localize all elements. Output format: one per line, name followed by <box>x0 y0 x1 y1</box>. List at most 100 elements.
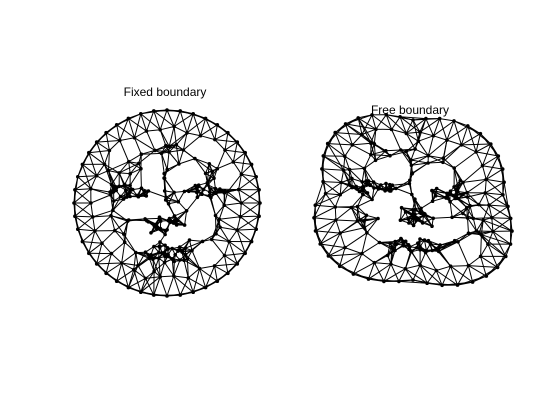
mesh-edge <box>88 242 103 254</box>
mesh-edge <box>475 133 481 153</box>
mesh-edge <box>223 204 241 218</box>
mesh-edge <box>110 194 114 211</box>
mesh-edge <box>186 259 189 278</box>
mesh-vertex <box>361 192 365 197</box>
mesh-edge <box>442 161 455 169</box>
mesh-vertex <box>360 132 364 137</box>
mesh-edge <box>241 164 252 175</box>
mesh-edge <box>462 165 483 183</box>
mesh-edge <box>135 252 139 266</box>
mesh-vertex <box>165 108 169 112</box>
mesh-edge <box>487 243 499 268</box>
mesh-edge <box>236 229 252 242</box>
mesh-edge <box>510 231 513 245</box>
mesh-edge <box>405 140 419 152</box>
mesh-edge <box>121 252 137 264</box>
mesh-vertex <box>191 112 195 116</box>
mesh-edge <box>140 113 161 131</box>
mesh-edge <box>314 193 326 206</box>
mesh-edge <box>173 275 181 296</box>
mesh-edge <box>480 255 498 268</box>
fixed-boundary-title: Fixed boundary <box>123 85 207 99</box>
mesh-vertex <box>510 229 514 233</box>
mesh-vertex <box>142 189 147 194</box>
mesh-edge <box>439 118 448 141</box>
mesh-vertex <box>377 240 382 245</box>
mesh-edge <box>211 239 225 256</box>
mesh-edge <box>449 201 464 214</box>
mesh-edge <box>121 262 135 271</box>
mesh-vertex <box>118 194 123 199</box>
mesh-edge <box>184 185 196 192</box>
mesh-edge <box>313 217 336 221</box>
mesh-edge <box>357 206 367 216</box>
mesh-vertex <box>173 252 177 257</box>
mesh-edge <box>105 132 121 141</box>
mesh-edge <box>88 152 105 165</box>
mesh-vertex <box>226 271 230 276</box>
mesh-edge <box>325 193 341 196</box>
mesh-edge <box>467 217 477 232</box>
mesh-edge <box>411 162 429 175</box>
mesh-edge <box>184 190 197 193</box>
mesh-edge <box>183 260 189 279</box>
mesh-vertex <box>72 201 76 205</box>
mesh-edge <box>370 150 386 156</box>
mesh-edge <box>492 231 507 257</box>
mesh-vertex <box>139 112 143 116</box>
mesh-vertex <box>166 247 170 251</box>
mesh-vertex <box>128 183 132 188</box>
mesh-edge <box>417 242 426 253</box>
mesh-edge <box>325 182 342 195</box>
mesh-edge <box>487 231 494 245</box>
mesh-edge <box>366 214 379 219</box>
mesh-edge <box>239 202 242 217</box>
mesh-edge <box>425 252 437 271</box>
mesh-edge <box>90 188 111 196</box>
mesh-edge <box>127 118 135 138</box>
mesh-edge <box>320 243 346 249</box>
mesh-edge <box>468 265 487 277</box>
mesh-edge <box>433 135 448 141</box>
mesh-edge <box>232 142 238 163</box>
mesh-vertex <box>388 153 392 158</box>
mesh-edge <box>114 230 126 243</box>
mesh-edge <box>485 256 507 277</box>
mesh-vertex <box>466 263 471 268</box>
mesh-edge <box>482 155 499 167</box>
mesh-edge <box>453 151 477 169</box>
mesh-vertex <box>411 223 416 228</box>
mesh-edge <box>419 118 440 133</box>
mesh-vertex <box>184 209 189 213</box>
mesh-vertex <box>408 178 412 183</box>
mesh-vertex <box>349 205 354 210</box>
mesh-edge <box>119 140 130 162</box>
mesh-edge <box>179 110 188 134</box>
mesh-vertex <box>89 201 93 205</box>
mesh-edge <box>173 275 194 293</box>
mesh-edge <box>241 173 257 178</box>
mesh-vertex <box>214 191 218 195</box>
mesh-edge <box>327 143 346 157</box>
mesh-edge <box>488 204 511 219</box>
mesh-vertex <box>144 129 149 133</box>
mesh-vertex <box>444 195 448 200</box>
mesh-vertex <box>208 187 213 191</box>
mesh-edge <box>227 173 242 193</box>
mesh-edge <box>74 215 93 218</box>
mesh-vertex <box>218 188 222 192</box>
mesh-edge <box>327 143 345 171</box>
mesh-edge <box>385 149 401 152</box>
mesh-vertex <box>174 218 178 222</box>
mesh-vertex <box>491 229 495 234</box>
mesh-edge <box>433 120 455 137</box>
mesh-edge <box>361 114 373 135</box>
mesh-vertex <box>114 123 119 127</box>
mesh-edge <box>353 262 375 275</box>
mesh-vertex <box>441 160 445 165</box>
mesh-edge <box>491 217 511 219</box>
mesh-edge <box>468 256 481 266</box>
mesh-edge <box>74 189 92 204</box>
mesh-edge <box>92 209 114 218</box>
mesh-vertex <box>508 242 513 246</box>
